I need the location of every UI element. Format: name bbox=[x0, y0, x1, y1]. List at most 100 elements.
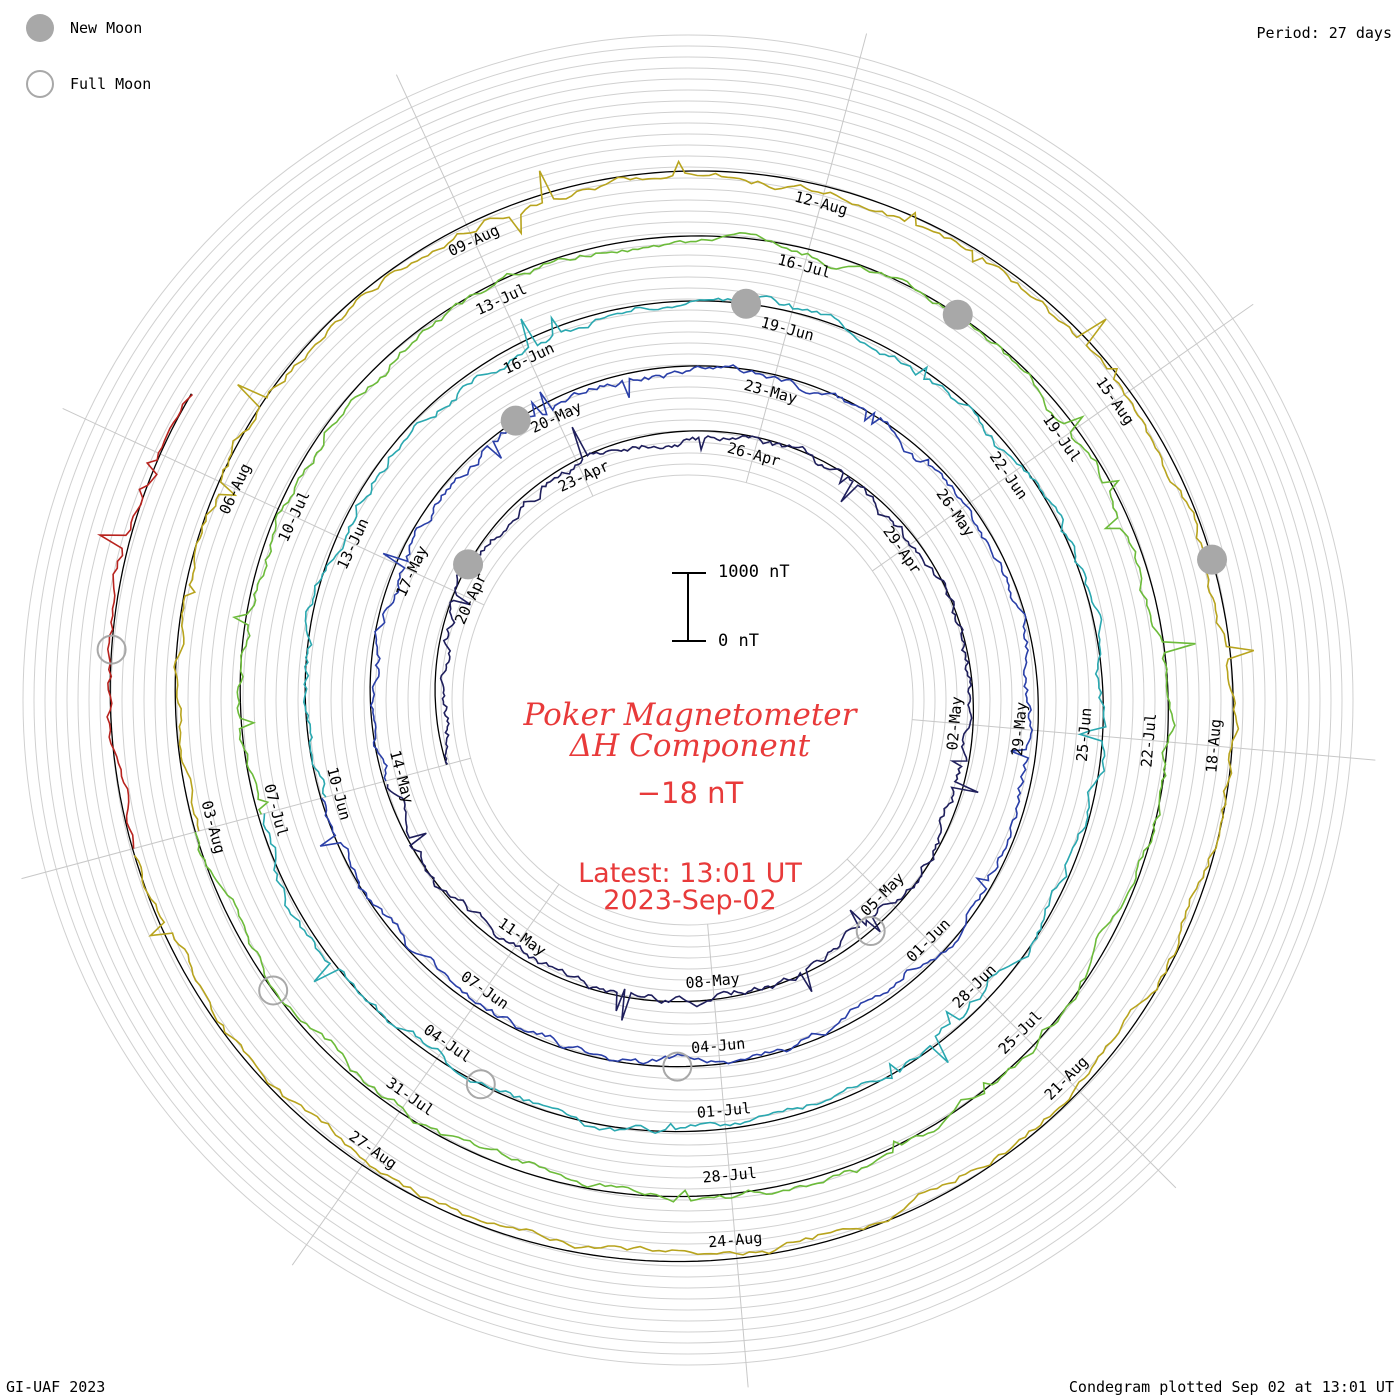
grid-ring bbox=[231, 243, 1145, 1157]
date-label: 09-Aug bbox=[445, 221, 502, 260]
grid-ring bbox=[143, 155, 1233, 1245]
new-moon-marker bbox=[1197, 544, 1228, 575]
grid-ring bbox=[451, 463, 925, 937]
grid-ring bbox=[33, 45, 1343, 1355]
grid-spoke bbox=[707, 924, 749, 1388]
legend-full-moon: Full Moon bbox=[26, 69, 151, 99]
full-moon-marker bbox=[465, 1069, 496, 1100]
grid-ring bbox=[77, 89, 1299, 1311]
latest-time: Latest: 13:01 UT bbox=[578, 858, 802, 889]
grid-ring bbox=[319, 331, 1057, 1069]
grid-ring bbox=[352, 364, 1024, 1036]
grid-ring bbox=[121, 133, 1255, 1267]
grid-ring bbox=[286, 298, 1090, 1102]
period-label: Period: 27 days bbox=[1256, 24, 1392, 42]
grid-spoke bbox=[912, 719, 1376, 761]
grid-ring bbox=[44, 56, 1332, 1344]
scale-bottom-label: 0 nT bbox=[718, 631, 759, 651]
grid-ring bbox=[187, 199, 1189, 1201]
date-label: 02-May bbox=[943, 696, 966, 752]
date-label: 31-Jul bbox=[383, 1074, 438, 1120]
new-moon-marker bbox=[453, 549, 484, 580]
new-moon-marker bbox=[731, 288, 762, 319]
grid-ring bbox=[407, 419, 969, 981]
date-label: 22-Jun bbox=[986, 448, 1032, 503]
grid-ring bbox=[308, 320, 1068, 1080]
grid-ring bbox=[297, 309, 1079, 1091]
scale-top-label: 1000 nT bbox=[718, 562, 790, 582]
grid-ring bbox=[440, 452, 936, 948]
grid-ring bbox=[55, 67, 1321, 1333]
grid-ring bbox=[396, 408, 980, 992]
full-moon-icon bbox=[26, 70, 54, 98]
date-label: 08-May bbox=[685, 970, 741, 993]
grid-spoke bbox=[872, 303, 1254, 572]
latest-date: 2023-Sep-02 bbox=[603, 885, 777, 916]
date-label: 06-Aug bbox=[216, 460, 255, 517]
grid-ring bbox=[374, 386, 1002, 1014]
moon-markers bbox=[96, 288, 1228, 1100]
grid-ring bbox=[198, 210, 1178, 1190]
date-label: 26-Apr bbox=[725, 439, 782, 470]
grid-ring bbox=[253, 265, 1123, 1135]
grid-spoke bbox=[21, 757, 471, 880]
series-line-17-Apr bbox=[386, 426, 979, 1021]
date-label: 28-Jul bbox=[702, 1164, 758, 1187]
date-label: 25-Jun bbox=[1073, 707, 1096, 763]
grid-ring bbox=[165, 177, 1211, 1223]
full-moon-marker bbox=[855, 916, 886, 947]
grid-spoke bbox=[745, 33, 868, 483]
new-moon-marker bbox=[942, 299, 973, 330]
grid-ring bbox=[209, 221, 1167, 1179]
grid-ring bbox=[99, 111, 1277, 1289]
grid-ring bbox=[462, 474, 914, 926]
date-label: 19-Jun bbox=[759, 313, 816, 344]
full-moon-marker bbox=[662, 1051, 693, 1082]
series-line-07-Jul bbox=[194, 231, 1196, 1203]
full-moon-marker bbox=[96, 634, 127, 665]
legend-full-moon-label: Full Moon bbox=[70, 75, 152, 93]
new-moon-icon bbox=[26, 14, 54, 42]
grid-ring bbox=[88, 100, 1288, 1300]
grid-spoke bbox=[846, 858, 1177, 1189]
grid-ring bbox=[242, 254, 1134, 1146]
grid-ring bbox=[22, 34, 1354, 1366]
date-label: 04-Jul bbox=[420, 1021, 475, 1067]
series-line-14-May bbox=[319, 364, 1034, 1065]
series-line-30-Aug bbox=[96, 393, 194, 849]
grid-ring bbox=[132, 144, 1244, 1256]
legend-new-moon-label: New Moon bbox=[70, 19, 143, 37]
chart-subtitle: ΔH Component bbox=[569, 728, 811, 764]
grid-ring bbox=[429, 441, 947, 959]
scale-bar bbox=[672, 572, 706, 642]
baseline-spiral-path bbox=[109, 170, 1234, 1263]
grid-ring bbox=[341, 353, 1035, 1047]
grid-spoke bbox=[62, 407, 485, 606]
grid-spoke bbox=[291, 884, 560, 1266]
date-label: 03-Aug bbox=[198, 799, 229, 856]
grid-ring bbox=[363, 375, 1013, 1025]
grid-ring bbox=[154, 166, 1222, 1234]
date-label: 13-Jul bbox=[473, 280, 530, 319]
date-label: 01-Jul bbox=[696, 1099, 752, 1122]
date-label: 07-Jul bbox=[260, 782, 291, 839]
date-label: 16-Jun bbox=[500, 339, 557, 378]
plotted-label: Condegram plotted Sep 02 at 13:01 UT bbox=[1068, 1378, 1394, 1396]
current-value: −18 nT bbox=[636, 776, 744, 810]
date-label: 04-Jun bbox=[690, 1034, 746, 1057]
grid-ring bbox=[220, 232, 1156, 1168]
baseline-spiral bbox=[109, 170, 1234, 1263]
grid-rings bbox=[22, 34, 1354, 1366]
full-moon-marker bbox=[258, 975, 289, 1006]
date-label: 23-Apr bbox=[555, 457, 612, 496]
date-label: 24-Aug bbox=[707, 1229, 763, 1252]
series-line-10-Jun bbox=[262, 295, 1107, 1135]
credit-label: GI-UAF 2023 bbox=[6, 1378, 106, 1396]
date-label: 17-May bbox=[392, 543, 431, 600]
legend-new-moon: New Moon bbox=[26, 13, 142, 43]
chart-title: Poker Magnetometer bbox=[523, 697, 857, 733]
date-label: 29-May bbox=[1008, 701, 1031, 757]
new-moon-marker bbox=[500, 405, 531, 436]
grid-ring bbox=[264, 276, 1112, 1124]
